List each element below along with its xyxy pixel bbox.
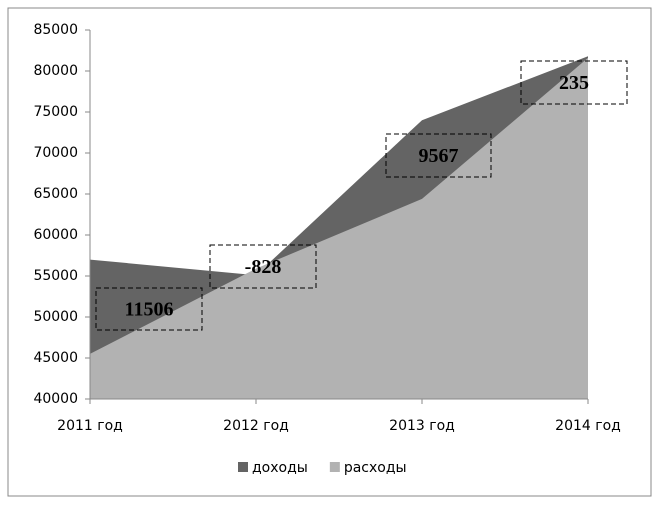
y-tick-label: 60000 xyxy=(33,227,78,243)
x-tick-label: 2012 год xyxy=(223,418,289,434)
y-tick-label: 75000 xyxy=(33,104,78,120)
y-tick-label: 80000 xyxy=(33,63,78,79)
y-tick-label: 65000 xyxy=(33,186,78,202)
annotation-box xyxy=(95,287,203,331)
y-tick-label: 70000 xyxy=(33,145,78,161)
y-tick-label: 55000 xyxy=(33,268,78,284)
annotation-box xyxy=(385,133,492,178)
annotation: -828 xyxy=(245,256,282,278)
annotation-box xyxy=(209,244,317,289)
y-tick-label: 45000 xyxy=(33,350,78,366)
legend-label: доходы xyxy=(252,460,308,476)
legend-swatch xyxy=(238,462,248,472)
x-tick-label: 2014 год xyxy=(555,418,621,434)
annotation-box xyxy=(520,60,628,105)
y-tick-label: 40000 xyxy=(33,391,78,407)
y-tick-label: 85000 xyxy=(33,22,78,38)
annotation: 235 xyxy=(559,72,589,94)
y-tick-label: 50000 xyxy=(33,309,78,325)
legend-label: расходы xyxy=(344,460,407,476)
x-tick-label: 2013 год xyxy=(389,418,455,434)
legend-swatch xyxy=(329,462,340,472)
area xyxy=(90,57,588,399)
annotation: 11506 xyxy=(125,299,174,321)
x-tick-label: 2011 год xyxy=(57,418,123,434)
annotation: 9567 xyxy=(419,145,459,167)
